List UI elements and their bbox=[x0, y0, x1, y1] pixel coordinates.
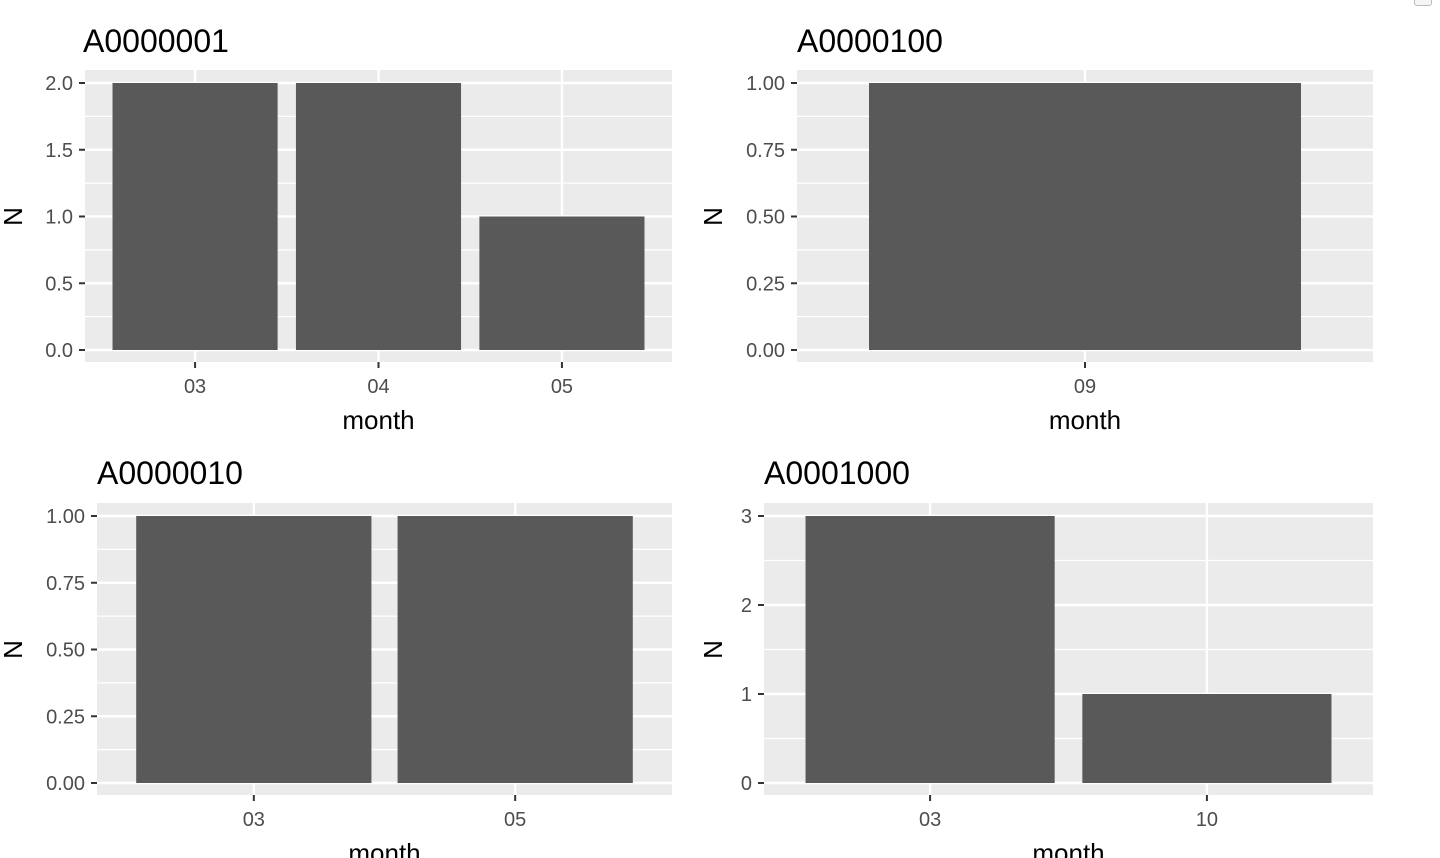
y-tick-label: 1.00 bbox=[746, 73, 785, 95]
x-tick-label: 03 bbox=[919, 809, 941, 831]
facet-title: A0000001 bbox=[83, 23, 229, 59]
y-tick-label: 0.0 bbox=[45, 340, 73, 362]
bar-04 bbox=[295, 83, 462, 350]
x-axis-title: month bbox=[342, 405, 414, 435]
y-tick-label: 0.25 bbox=[746, 273, 785, 295]
y-axis-title: N bbox=[698, 207, 728, 226]
y-tick-label: 0 bbox=[741, 773, 752, 795]
bar-10 bbox=[1082, 694, 1332, 783]
x-axis-title: month bbox=[1032, 838, 1104, 858]
x-tick-label: 04 bbox=[367, 376, 389, 398]
x-axis-title: month bbox=[1049, 405, 1121, 435]
y-tick-label: 1.5 bbox=[45, 140, 73, 162]
facet-panel-A0000100: 0.00 0.25 0.50 0.75 1.00 09 A0000100 month N bbox=[698, 23, 1373, 435]
y-tick-label: 0.25 bbox=[46, 706, 85, 728]
x-tick-label: 05 bbox=[504, 809, 526, 831]
x-tick-label: 05 bbox=[551, 376, 573, 398]
facet-title: A0000010 bbox=[97, 455, 243, 491]
facet-title: A0000100 bbox=[797, 23, 943, 59]
y-tick-label: 0.75 bbox=[746, 140, 785, 162]
y-tick-label: 0.75 bbox=[46, 573, 85, 595]
y-tick-label: 2.0 bbox=[45, 73, 73, 95]
bar-03 bbox=[112, 83, 278, 350]
x-tick-label: 09 bbox=[1074, 376, 1096, 398]
y-tick-label: 1.00 bbox=[46, 506, 85, 528]
x-tick-label: 03 bbox=[184, 376, 206, 398]
y-tick-label: 0.50 bbox=[46, 640, 85, 662]
y-axis-title: N bbox=[698, 640, 728, 659]
y-tick-label: 0.5 bbox=[45, 273, 73, 295]
y-tick-label: 0.00 bbox=[746, 340, 785, 362]
y-tick-label: 3 bbox=[741, 506, 752, 528]
x-tick-label: 03 bbox=[243, 809, 265, 831]
y-axis-title: N bbox=[0, 207, 28, 226]
bar-05 bbox=[397, 516, 633, 783]
corner-mark bbox=[1414, 0, 1432, 6]
y-tick-label: 1 bbox=[741, 684, 752, 706]
x-tick-label: 10 bbox=[1196, 809, 1218, 831]
facet-panel-A0000001: 0.0 0.5 1.0 1.5 2.0 03 04 05 A0000001 month N bbox=[0, 23, 672, 435]
facet-title: A0001000 bbox=[764, 455, 910, 491]
bar-03 bbox=[136, 516, 372, 783]
bar-09 bbox=[869, 83, 1301, 350]
bar-03 bbox=[805, 516, 1055, 783]
y-tick-label: 0.50 bbox=[746, 207, 785, 229]
bar-05 bbox=[479, 216, 645, 350]
y-tick-label: 0.00 bbox=[46, 773, 85, 795]
facet-panel-A0000010: 0.00 0.25 0.50 0.75 1.00 03 05 A0000010 month N bbox=[0, 455, 672, 858]
y-tick-label: 1.0 bbox=[45, 207, 73, 229]
y-axis-title: N bbox=[0, 640, 28, 659]
y-tick-label: 2 bbox=[741, 595, 752, 617]
x-axis-title: month bbox=[348, 838, 420, 858]
facet-panel-A0001000: 0 1 2 3 03 10 A0001000 month N bbox=[698, 455, 1373, 858]
